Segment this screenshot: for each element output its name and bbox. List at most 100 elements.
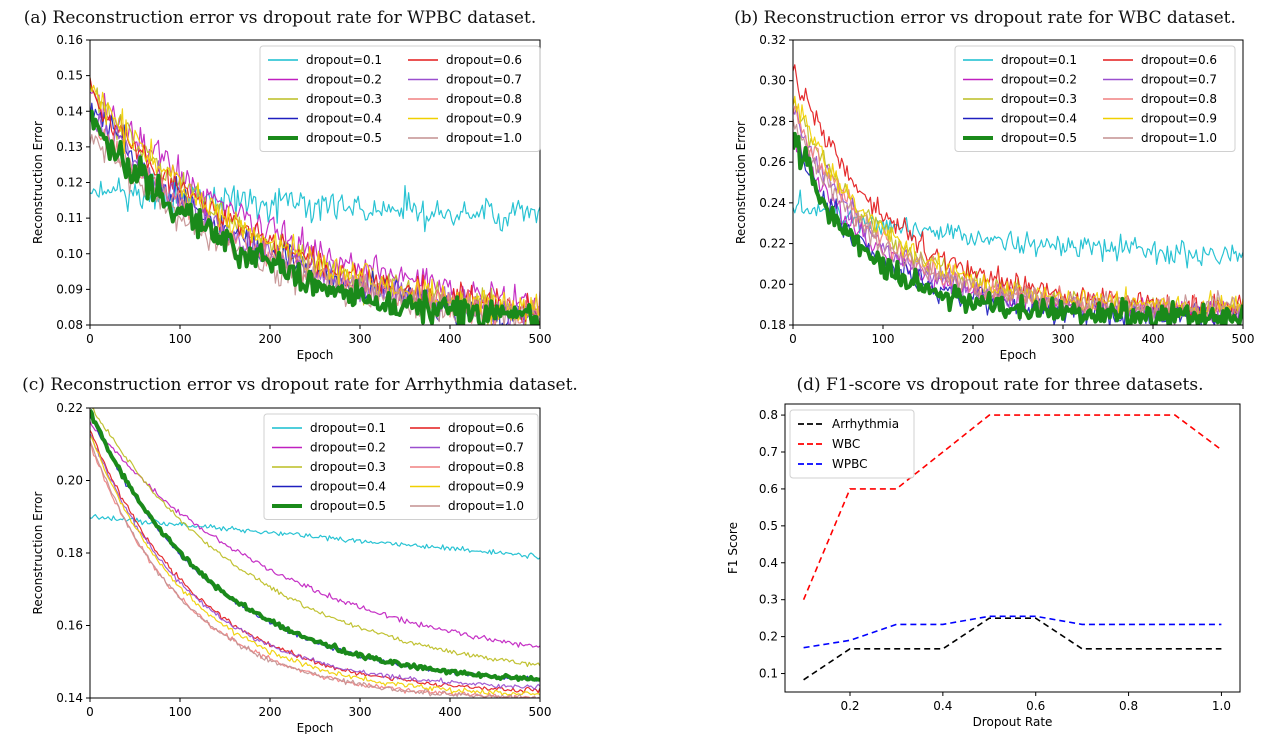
x-tick-label: 0.2 xyxy=(840,699,859,713)
legend-label: dropout=1.0 xyxy=(446,131,522,145)
legend-label: dropout=0.4 xyxy=(310,480,386,494)
x-tick-label: 300 xyxy=(349,332,372,346)
series-line-wbc xyxy=(802,414,1222,601)
y-tick-label: 0.1 xyxy=(759,667,778,681)
series-line-dropout-0-1 xyxy=(90,173,540,233)
legend-label: dropout=0.1 xyxy=(310,421,386,435)
plot-area xyxy=(90,77,540,325)
axes-frame xyxy=(792,39,1244,326)
y-tick-label: 0.15 xyxy=(56,69,83,83)
y-tick-label: 0.18 xyxy=(56,546,83,560)
y-tick-label: 0.24 xyxy=(759,196,786,210)
y-tick-label: 0.12 xyxy=(56,176,83,190)
series-line-dropout-0-6 xyxy=(90,429,540,694)
y-tick-label: 0.22 xyxy=(759,237,786,251)
series-line-dropout-0-9 xyxy=(793,95,1243,323)
caption-d: (d) F1-score vs dropout rate for three d… xyxy=(796,375,1204,395)
legend-box xyxy=(263,413,539,520)
y-tick-label: 0.26 xyxy=(759,155,786,169)
legend-label: dropout=0.8 xyxy=(448,460,524,474)
series-line-dropout-0-7 xyxy=(90,433,540,690)
chart-wbc-reconstruction: 0 100 200 300 400 500 0.18 0.20 0.22 0.24 0.26 0.28… xyxy=(734,33,1255,362)
y-tick-label: 0.13 xyxy=(56,140,83,154)
y-tick-label: 0.14 xyxy=(56,104,83,118)
y-tick-label: 0.6 xyxy=(759,482,778,496)
plot-area xyxy=(802,414,1222,681)
series-line-dropout-0-5 xyxy=(90,409,540,682)
x-tick-label: 100 xyxy=(872,332,895,346)
x-tick-label: 400 xyxy=(439,705,462,719)
y-tick-label: 0.4 xyxy=(759,556,778,570)
legend-label: dropout=0.9 xyxy=(448,480,524,494)
x-tick-label: 0.4 xyxy=(933,699,952,713)
x-tick-label: 400 xyxy=(439,332,462,346)
legend-label: dropout=0.2 xyxy=(310,441,386,455)
caption-a: (a) Reconstruction error vs dropout rate… xyxy=(23,8,537,28)
legend-label: dropout=0.1 xyxy=(1001,53,1077,67)
y-tick-label: 0.18 xyxy=(759,318,786,332)
legend-box xyxy=(789,409,915,479)
x-tick-label: 200 xyxy=(962,332,985,346)
x-tick-label: 100 xyxy=(169,332,192,346)
legend-label: dropout=0.4 xyxy=(1001,112,1077,126)
legend-label: dropout=0.8 xyxy=(446,92,522,106)
y-axis-label: Reconstruction Error xyxy=(734,121,748,244)
y-axis-label: F1 Score xyxy=(726,522,740,574)
legend-label: Arrhythmia xyxy=(832,417,899,431)
x-axis-label: Dropout Rate xyxy=(973,715,1053,729)
y-tick-label: 0.20 xyxy=(759,277,786,291)
y-tick-label: 0.09 xyxy=(56,282,83,296)
y-tick-label: 0.22 xyxy=(56,401,83,415)
legend-label: dropout=1.0 xyxy=(1141,131,1217,145)
x-tick-label: 500 xyxy=(529,332,552,346)
series-line-dropout-0-3 xyxy=(91,408,540,668)
legend-box xyxy=(259,45,541,152)
plot-area xyxy=(90,408,540,698)
y-tick-label: 0.16 xyxy=(56,33,83,47)
legend: dropout=0.1 dropout=0.2 dropout=0.3 dropout… xyxy=(954,45,1236,152)
legend-label: dropout=0.4 xyxy=(306,112,382,126)
legend-label: dropout=0.8 xyxy=(1141,92,1217,106)
x-tick-label: 400 xyxy=(1142,332,1165,346)
legend-label: dropout=0.9 xyxy=(1141,112,1217,126)
legend-label: dropout=0.2 xyxy=(306,73,382,87)
legend-label: dropout=0.5 xyxy=(306,131,382,145)
x-tick-label: 0 xyxy=(86,332,94,346)
legend-label: dropout=0.6 xyxy=(446,53,522,67)
x-tick-label: 200 xyxy=(259,705,282,719)
x-tick-label: 500 xyxy=(1232,332,1255,346)
y-tick-label: 0.5 xyxy=(759,519,778,533)
y-axis-label: Reconstruction Error xyxy=(31,492,45,615)
y-tick-label: 0.8 xyxy=(759,408,778,422)
x-tick-label: 300 xyxy=(1052,332,1075,346)
legend-label: dropout=0.1 xyxy=(306,53,382,67)
y-axis-label: Reconstruction Error xyxy=(31,121,45,244)
x-tick-label: 0 xyxy=(789,332,797,346)
x-tick-label: 300 xyxy=(349,705,372,719)
legend-label: dropout=0.7 xyxy=(446,73,522,87)
chart-wpbc-reconstruction: 0 100 200 300 400 500 0.08 0.09 0.10 0.11 0.12 0.13… xyxy=(31,33,552,362)
series-line-wpbc xyxy=(803,615,1222,649)
series-line-dropout-0-5 xyxy=(90,109,540,325)
legend-label: dropout=0.6 xyxy=(448,421,524,435)
legend-label: dropout=0.6 xyxy=(1141,53,1217,67)
x-axis-label: Epoch xyxy=(297,721,334,734)
legend-label: dropout=0.9 xyxy=(446,112,522,126)
y-tick-label: 0.30 xyxy=(759,74,786,88)
x-tick-label: 0.6 xyxy=(1026,699,1045,713)
y-tick-label: 0.20 xyxy=(56,474,83,488)
caption-c: (c) Reconstruction error vs dropout rate… xyxy=(22,375,578,395)
y-tick-label: 0.2 xyxy=(759,630,778,644)
y-tick-label: 0.11 xyxy=(56,211,83,225)
y-tick-label: 0.08 xyxy=(56,318,83,332)
y-tick-label: 0.3 xyxy=(759,593,778,607)
x-tick-label: 500 xyxy=(529,705,552,719)
x-tick-label: 1.0 xyxy=(1212,699,1231,713)
legend-label: dropout=0.7 xyxy=(1141,73,1217,87)
axes-frame xyxy=(784,403,1241,693)
series-line-arrhythmia xyxy=(803,617,1222,681)
x-tick-label: 0.8 xyxy=(1119,699,1138,713)
legend: Arrhythmia WBC WPBC xyxy=(789,409,915,479)
series-line-dropout-0-4 xyxy=(793,139,1243,325)
y-tick-label: 0.14 xyxy=(56,691,83,705)
